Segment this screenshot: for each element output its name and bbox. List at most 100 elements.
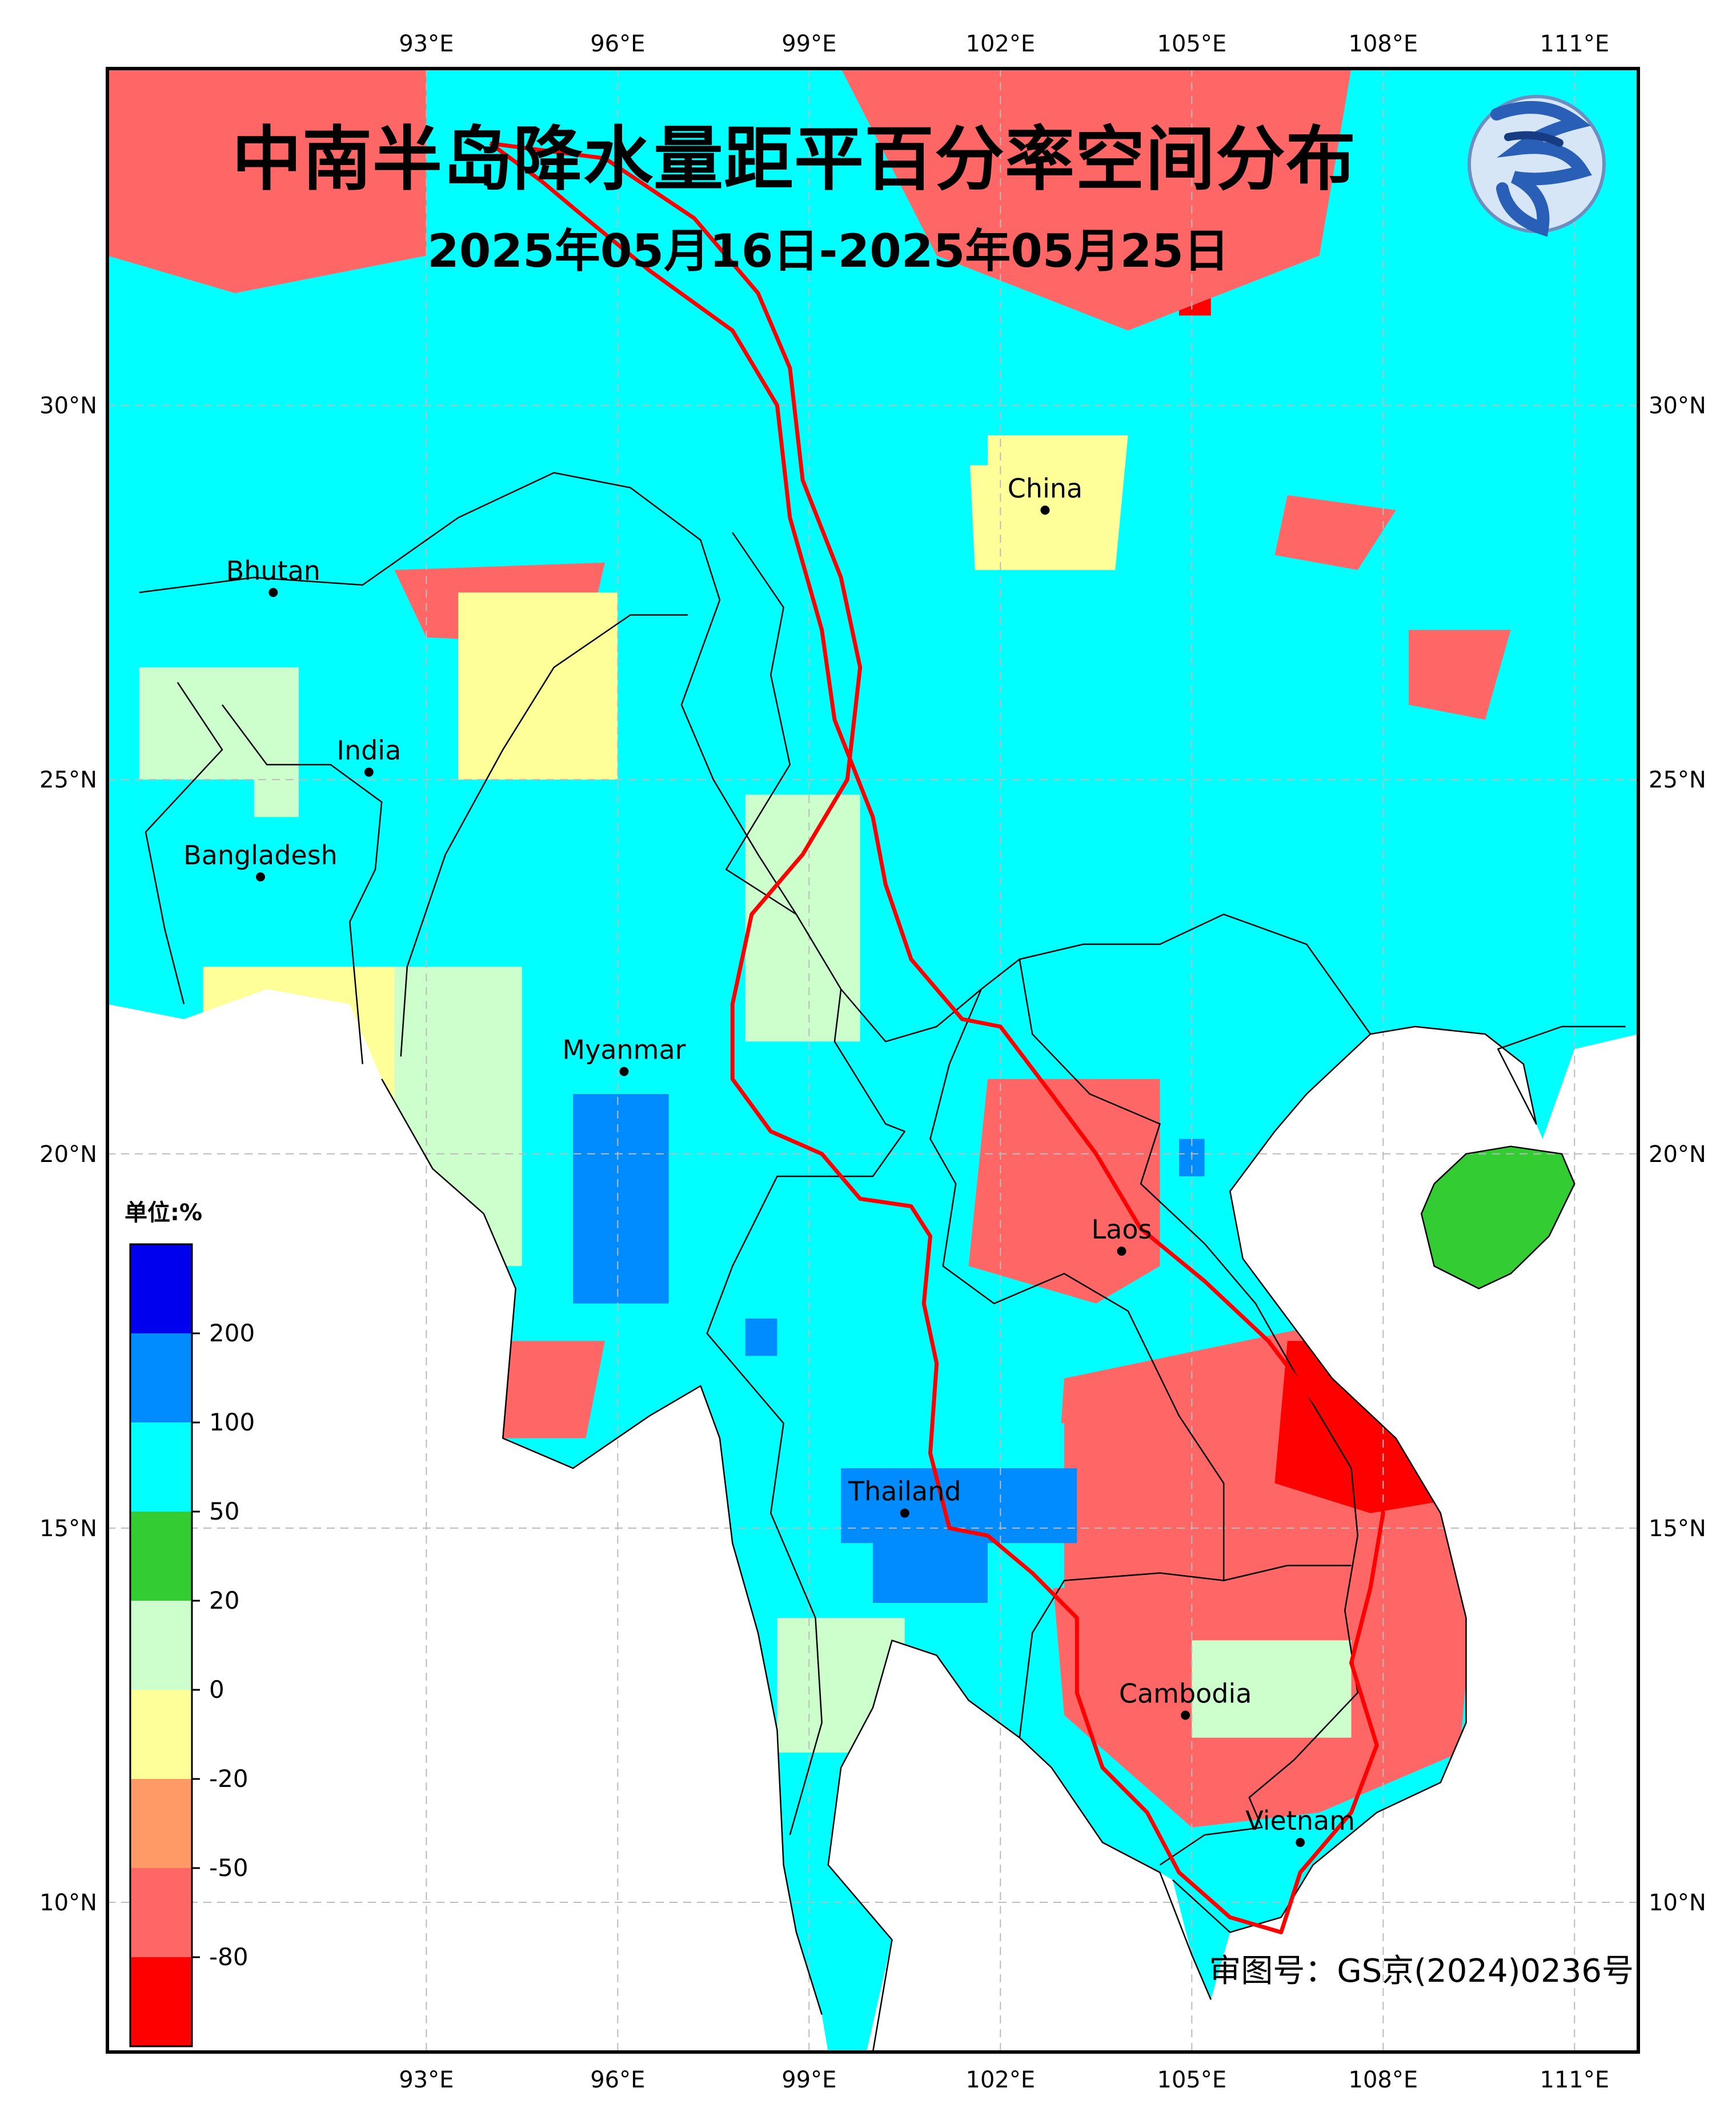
lat-tick-label-right: 15°N — [1649, 1516, 1706, 1542]
border-line — [1019, 959, 1358, 1866]
border-line — [221, 704, 383, 1064]
country-label: Myanmar — [562, 1035, 685, 1065]
country-label: Cambodia — [1119, 1678, 1252, 1709]
legend-bin — [130, 1333, 192, 1422]
logo-swirl — [1490, 101, 1592, 237]
map-subtitle: 2025年05月16日-2025年05月25日 — [427, 225, 1229, 278]
lat-tick-label-right: 10°N — [1649, 1890, 1706, 1916]
anomaly-region — [139, 779, 254, 892]
country-marker — [1181, 1710, 1190, 1720]
legend-frame — [129, 1243, 193, 2047]
hainan-island — [1421, 1146, 1575, 1289]
legend-bin — [130, 1601, 192, 1690]
lat-tick-label-left: 10°N — [39, 1890, 97, 1916]
country-label: China — [1008, 473, 1083, 504]
anomaly-region — [873, 615, 1096, 817]
sea-area — [107, 989, 828, 2052]
country-label: Bangladesh — [183, 840, 338, 871]
legend-label: -50 — [209, 1854, 248, 1882]
map-frame — [106, 67, 1640, 2054]
anomaly-region — [120, 375, 286, 488]
anomaly-region — [1409, 630, 1511, 720]
anomaly-region — [1274, 1341, 1460, 1513]
anomaly-region — [745, 1319, 777, 1356]
legend-label: 200 — [209, 1319, 255, 1347]
country-marker — [268, 588, 278, 598]
border-line — [725, 532, 797, 915]
basin-boundary — [488, 141, 1385, 1934]
lon-tick-label-top: 96°E — [590, 31, 645, 57]
legend-label: 20 — [209, 1586, 239, 1614]
legend-bin — [130, 1957, 192, 2046]
country-marker — [1296, 1838, 1305, 1848]
lon-tick-label-top: 105°E — [1157, 31, 1227, 57]
lon-tick-label-bottom: 105°E — [1157, 2067, 1227, 2093]
legend-bin — [130, 1512, 192, 1601]
lon-tick-label-top: 111°E — [1540, 31, 1610, 57]
country-marker — [619, 1067, 629, 1076]
lat-tick-label-left: 25°N — [39, 767, 97, 794]
anomaly-region — [1192, 817, 1479, 967]
axis-ticks: 93°E 93°E 96°E 96°E 99°E 99°E 102°E 102°E 105°E 1… — [39, 31, 1706, 2093]
legend-bin — [130, 1422, 192, 1512]
lat-tick-label-right: 30°N — [1649, 393, 1706, 419]
lon-tick-label-top: 102°E — [966, 31, 1036, 57]
legend-label: 100 — [209, 1408, 255, 1436]
lon-tick-label-top: 93°E — [399, 31, 454, 57]
lon-tick-label-bottom: 102°E — [966, 2067, 1036, 2093]
border-line — [400, 614, 688, 1057]
lon-tick-label-top: 99°E — [781, 31, 836, 57]
legend-unit-label: 单位:% — [125, 1200, 203, 1226]
anomaly-region — [1192, 1640, 1352, 1738]
border-line — [1421, 1145, 1575, 1289]
lon-tick-label-bottom: 108°E — [1349, 2067, 1418, 2093]
border-line — [929, 989, 1225, 1738]
lat-tick-label-left: 15°N — [39, 1516, 97, 1542]
country-label: Laos — [1092, 1214, 1152, 1245]
anomaly-region — [1415, 420, 1562, 518]
anomaly-region — [573, 1094, 669, 1304]
anomaly-region — [458, 592, 618, 780]
legend-bin — [130, 1690, 192, 1779]
legend-label: -20 — [209, 1765, 248, 1793]
legend-bin — [130, 1779, 192, 1868]
country-marker — [900, 1508, 909, 1518]
country-label: India — [336, 735, 401, 766]
country-marker — [256, 872, 265, 882]
country-label: Thailand — [848, 1476, 961, 1507]
sea-area — [828, 1027, 1638, 2052]
border-line — [1172, 1025, 1626, 1933]
legend-label: 50 — [209, 1497, 239, 1525]
lon-tick-label-top: 108°E — [1349, 31, 1418, 57]
border-line — [381, 1079, 823, 2015]
anomaly-region — [968, 1079, 1160, 1304]
lat-tick-label-left: 20°N — [39, 1141, 97, 1168]
border-line — [1223, 1565, 1352, 1581]
lat-tick-label-left: 30°N — [39, 393, 97, 419]
lon-tick-label-bottom: 93°E — [399, 2067, 454, 2093]
anomaly-region — [873, 1513, 988, 1603]
logo-swirl-2 — [1504, 131, 1563, 147]
lon-tick-label-bottom: 96°E — [590, 2067, 645, 2093]
anomaly-region — [841, 368, 988, 466]
lat-tick-label-right: 25°N — [1649, 767, 1706, 794]
lon-tick-label-bottom: 99°E — [781, 2067, 836, 2093]
country-label: Bhutan — [226, 555, 320, 586]
legend-bin — [130, 1868, 192, 1957]
approval-number: 审图号：GS京(2024)0236号 — [1209, 1953, 1634, 1990]
border-line — [145, 682, 223, 1005]
lon-tick-label-bottom: 111°E — [1540, 2067, 1610, 2093]
sea-mask — [107, 989, 1638, 2052]
country-marker — [1040, 506, 1050, 515]
anomaly-region — [841, 69, 1352, 331]
lat-tick-label-right: 20°N — [1649, 1141, 1706, 1168]
border-line — [827, 1640, 1212, 2052]
anomaly-region — [107, 69, 427, 294]
country-labels: Bhutan India Bangladesh China Myanmar Laos Tha… — [183, 473, 1355, 1848]
country-marker — [364, 767, 374, 777]
country-label: Vietnam — [1245, 1805, 1355, 1836]
legend-label: 0 — [209, 1676, 224, 1704]
